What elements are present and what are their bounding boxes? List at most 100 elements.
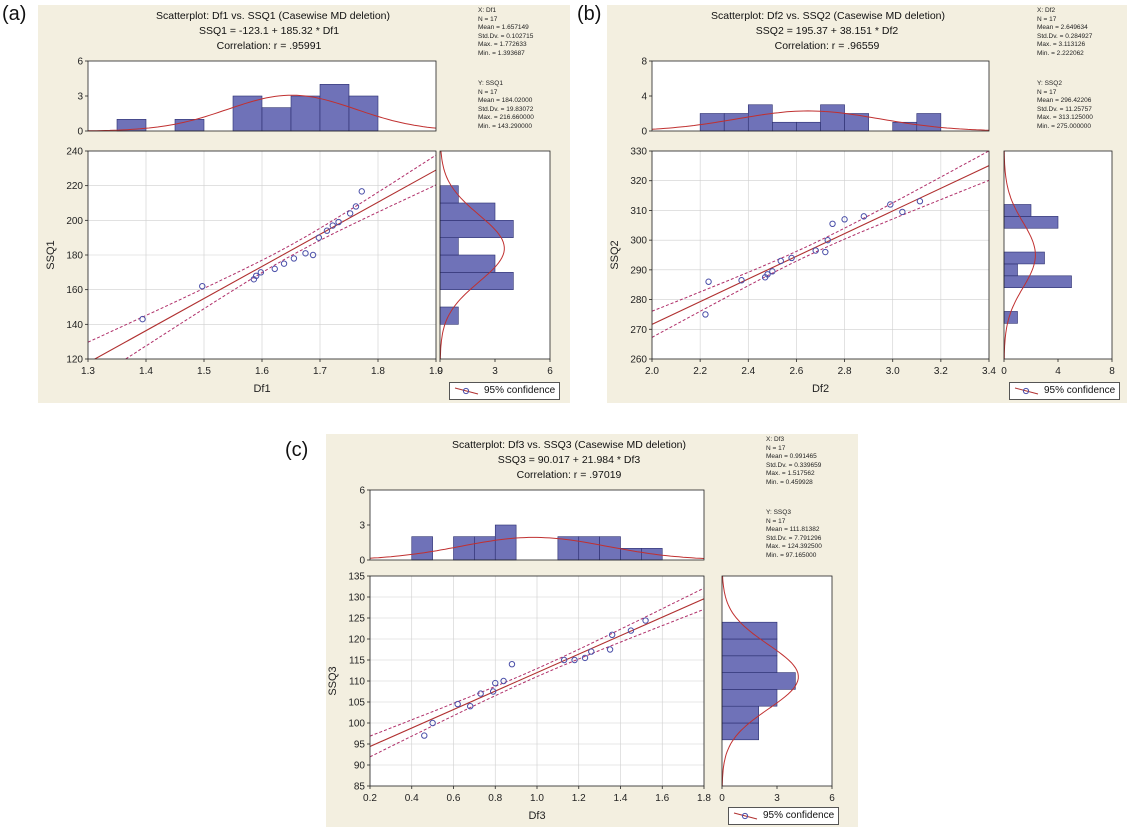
x-tick-label: 2.0 (645, 366, 659, 377)
y-tick-label: 260 (630, 355, 647, 366)
x-normal-curve (87, 94, 437, 132)
y-hist-bar (721, 655, 778, 673)
y-hist-bar (721, 689, 778, 707)
data-point (788, 254, 795, 262)
y-normal-curve (1003, 150, 1036, 360)
data-point (335, 218, 342, 226)
y-stats-b: Y: SSQ2 N = 17 Mean = 296.42206 Std.Dv. … (1037, 80, 1093, 130)
chart-title-b: Scatterplot: Df2 vs. SSQ2 (Casewise MD d… (711, 10, 946, 22)
confidence-band-upper (88, 154, 436, 343)
x-hist-bar (747, 104, 773, 132)
chart-equation-a: SSQ1 = -123.1 + 185.32 * Df1 (198, 25, 340, 37)
confidence-band-upper (652, 151, 989, 312)
data-point (139, 315, 146, 323)
y-hist-tick-label: 6 (829, 793, 835, 804)
x-tick-label: 0.4 (405, 793, 419, 804)
confidence-band-lower (652, 179, 989, 338)
y-hist-tick-label: 4 (1055, 366, 1061, 377)
x-tick-label: 1.9 (429, 366, 443, 377)
x-tick-label: 1.8 (697, 793, 711, 804)
x-hist-bar (916, 113, 942, 132)
y-axis-label: SSQ1 (45, 240, 57, 269)
y-axis-label: SSQ2 (609, 240, 621, 269)
y-tick-label: 240 (66, 147, 83, 158)
chart-svg-a: 1.3 1.4 1.5 1.6 1.7 1.8 1.9 120 140 160 180 200 220 2… (45, 57, 553, 396)
y-tick-label: 115 (349, 656, 365, 667)
y-hist-bar (439, 185, 459, 204)
y-hist-tick-label: 6 (547, 366, 553, 377)
y-tick-label: 90 (354, 761, 366, 772)
plot-frame (87, 150, 437, 360)
y-tick-label: 85 (354, 782, 366, 793)
data-point (489, 688, 497, 695)
x-tick-label: 2.8 (838, 366, 852, 377)
plot-frame (369, 575, 705, 787)
x-hist-bar (261, 107, 292, 132)
panel-label-a: (a) (2, 3, 27, 25)
data-point (302, 250, 309, 257)
y-tick-label: 290 (630, 265, 647, 276)
x-hist-bar (578, 536, 600, 561)
confidence-band-upper (370, 587, 704, 737)
y-tick-label: 220 (66, 181, 83, 192)
data-point (315, 234, 323, 241)
data-point (916, 198, 924, 205)
x-hist-bar (892, 121, 918, 132)
regression-line (370, 598, 704, 747)
data-point (323, 227, 331, 234)
y-histogram-frame (439, 150, 551, 360)
x-tick-label: 3.4 (982, 366, 996, 377)
data-point (608, 631, 616, 639)
confidence-legend-icon (733, 812, 758, 820)
chart-correlation-c: Correlation: r = .97019 (516, 469, 622, 481)
legend-label-b: 95% confidence (1044, 385, 1116, 396)
data-point (702, 311, 709, 318)
x-histogram-frame (87, 60, 437, 132)
plot-area (652, 151, 989, 359)
data-point (309, 251, 317, 259)
data-point (738, 277, 745, 284)
y-hist-tick-label: 3 (492, 366, 498, 377)
panel-label-c: (c) (285, 439, 309, 461)
legend-label-c: 95% confidence (763, 810, 835, 821)
data-point (358, 188, 365, 195)
x-tick-label: 1.5 (197, 366, 211, 377)
chart-panel-c: Scatterplot: Df3 vs. SSQ3 (Casewise MD d… (326, 434, 858, 827)
data-point (271, 265, 278, 273)
data-point (887, 201, 894, 208)
x-histogram-frame (651, 60, 990, 132)
data-point (581, 654, 589, 662)
x-hist-tick-label: 3 (77, 92, 83, 103)
data-point (500, 677, 507, 685)
panel-label-b: (b) (577, 3, 602, 25)
x-tick-label: 1.4 (139, 366, 153, 377)
data-point (777, 257, 784, 265)
x-tick-label: 1.4 (614, 793, 628, 804)
x-tick-label: 1.6 (255, 366, 269, 377)
data-point (560, 656, 568, 664)
x-tick-label: 2.4 (741, 366, 755, 377)
data-point (477, 690, 484, 697)
y-hist-tick-label: 8 (1109, 366, 1115, 377)
data-point (253, 272, 260, 279)
y-tick-label: 140 (66, 320, 83, 331)
x-hist-tick-label: 0 (77, 127, 83, 138)
plot-content (88, 154, 436, 359)
confidence-band-lower (370, 608, 704, 758)
data-point (812, 247, 819, 254)
x-hist-bar (796, 121, 821, 132)
x-hist-tick-label: 8 (641, 57, 647, 68)
confidence-legend-icon (1014, 387, 1039, 395)
y-hist-bar (721, 638, 778, 657)
y-tick-label: 100 (348, 719, 365, 730)
legend-c: 95% confidence (728, 807, 840, 825)
chart-panel-a: Scatterplot: Df1 vs. SSQ1 (Casewise MD d… (38, 5, 570, 403)
x-hist-bar (411, 536, 433, 561)
regression-line (93, 169, 436, 359)
x-hist-tick-label: 4 (641, 92, 647, 103)
y-tick-label: 120 (66, 355, 83, 366)
data-point (829, 220, 836, 228)
data-point (769, 268, 776, 275)
data-point (346, 210, 354, 217)
plot-content (370, 587, 704, 758)
